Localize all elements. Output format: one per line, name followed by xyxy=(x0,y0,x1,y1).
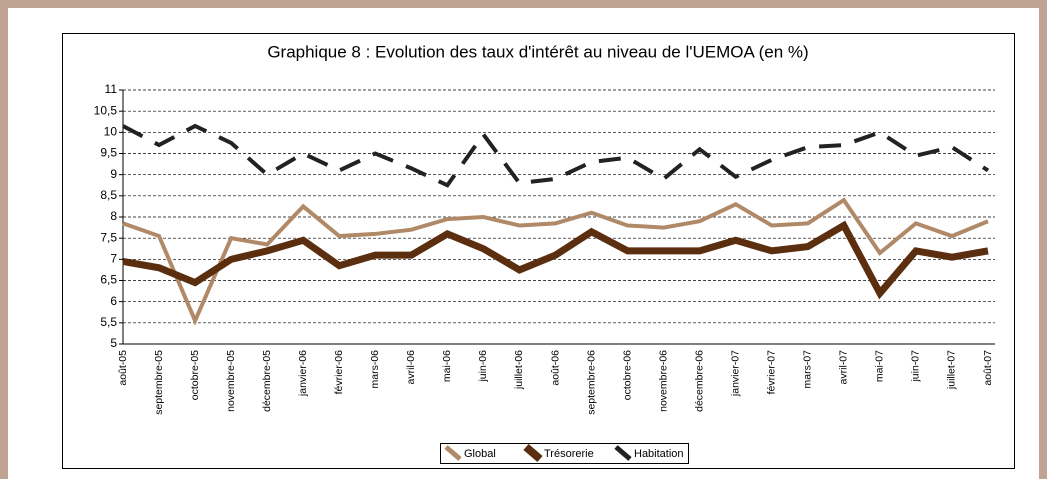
y-tick-label: 11 xyxy=(105,82,118,96)
x-tick-label: janvier-07 xyxy=(729,350,741,397)
series-line xyxy=(122,197,989,326)
x-tick-label: décembre-06 xyxy=(693,350,705,412)
x-tick-label: juillet-06 xyxy=(513,350,525,390)
chart-border xyxy=(62,33,1015,469)
x-tick-label: mai-07 xyxy=(874,350,886,382)
y-tick-label: 9 xyxy=(110,167,117,181)
y-tick-label: 5,5 xyxy=(100,315,117,329)
x-tick-label: mars-06 xyxy=(369,350,381,389)
x-tick-label: octobre-05 xyxy=(189,350,201,400)
x-tick-label: mars-07 xyxy=(802,350,814,389)
x-tick-label: juillet-07 xyxy=(946,350,958,390)
x-tick-label: avril-06 xyxy=(405,350,417,385)
y-tick-label: 8 xyxy=(110,209,117,223)
x-tick-label: novembre-06 xyxy=(657,350,669,412)
x-tick-label: septembre-06 xyxy=(585,350,597,415)
x-tick-label: août-07 xyxy=(982,350,994,386)
y-tick-label: 6 xyxy=(110,294,117,308)
y-tick-label: 10,5 xyxy=(94,103,118,117)
legend-swatch xyxy=(614,445,632,461)
x-tick-label: février-07 xyxy=(766,350,778,395)
y-tick-label: 7,5 xyxy=(100,230,117,244)
series-line xyxy=(122,220,989,300)
x-tick-label: novembre-05 xyxy=(225,350,237,412)
legend-swatch xyxy=(523,443,543,463)
x-tick-label: décembre-05 xyxy=(261,350,273,412)
x-tick-label: octobre-06 xyxy=(621,350,633,400)
y-tick-label: 5 xyxy=(110,336,117,350)
y-tick-label: 6,5 xyxy=(100,273,117,287)
x-tick-label: août-06 xyxy=(549,350,561,386)
x-tick-label: avril-07 xyxy=(838,350,850,385)
legend-label: Habitation xyxy=(634,448,684,460)
x-tick-label: janvier-06 xyxy=(297,350,309,397)
legend-label: Global xyxy=(464,448,496,460)
x-tick-label: juin-07 xyxy=(910,350,922,383)
legend-swatch xyxy=(444,445,462,461)
y-tick-label: 8,5 xyxy=(100,188,117,202)
y-tick-label: 10 xyxy=(104,125,118,139)
y-tick-label: 7 xyxy=(110,252,117,266)
x-tick-label: août-05 xyxy=(117,350,129,386)
chart-title: Graphique 8 : Evolution des taux d'intér… xyxy=(267,42,808,61)
x-tick-label: février-06 xyxy=(333,350,345,395)
legend-label: Trésorerie xyxy=(544,448,594,460)
x-tick-label: mai-06 xyxy=(441,350,453,382)
x-tick-label: septembre-05 xyxy=(153,350,165,415)
x-tick-label: juin-06 xyxy=(477,350,489,383)
y-tick-label: 9,5 xyxy=(100,146,117,160)
